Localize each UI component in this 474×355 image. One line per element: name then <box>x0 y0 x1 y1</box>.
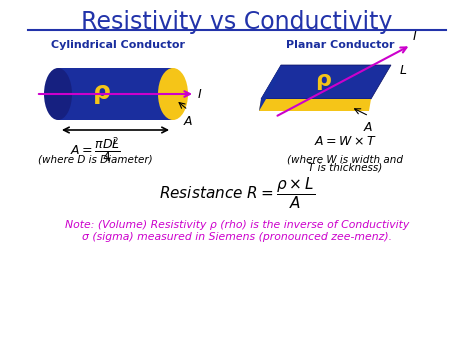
Text: $A = W \times T$: $A = W \times T$ <box>314 135 376 148</box>
Text: Planar Conductor: Planar Conductor <box>286 40 394 50</box>
Polygon shape <box>259 65 281 111</box>
Polygon shape <box>261 65 391 99</box>
Text: I: I <box>413 30 417 43</box>
Text: L: L <box>400 64 407 76</box>
Polygon shape <box>259 99 371 111</box>
Text: A: A <box>184 115 192 128</box>
Text: $A = \dfrac{\pi D^2}{4}$: $A = \dfrac{\pi D^2}{4}$ <box>70 135 120 164</box>
FancyBboxPatch shape <box>58 68 173 120</box>
Text: T is thickness): T is thickness) <box>308 163 382 173</box>
Text: (where W is width and: (where W is width and <box>287 154 403 164</box>
Text: $\mathit{Resistance\ R} = \dfrac{\rho \times L}{A}$: $\mathit{Resistance\ R} = \dfrac{\rho \t… <box>159 175 315 211</box>
Text: L: L <box>112 138 119 151</box>
Text: Cylindrical Conductor: Cylindrical Conductor <box>51 40 185 50</box>
Text: I: I <box>198 87 202 100</box>
Text: Resistivity vs Conductivity: Resistivity vs Conductivity <box>81 10 393 34</box>
Ellipse shape <box>158 68 188 120</box>
Ellipse shape <box>44 68 72 120</box>
Text: ρ: ρ <box>93 80 110 104</box>
Text: Note: (Volume) Resistivity ρ (rho) is the inverse of Conductivity
σ (sigma) meas: Note: (Volume) Resistivity ρ (rho) is th… <box>65 220 409 242</box>
Text: A: A <box>364 121 372 134</box>
Text: (where D is Diameter): (where D is Diameter) <box>38 155 152 165</box>
Text: ρ: ρ <box>315 70 331 90</box>
